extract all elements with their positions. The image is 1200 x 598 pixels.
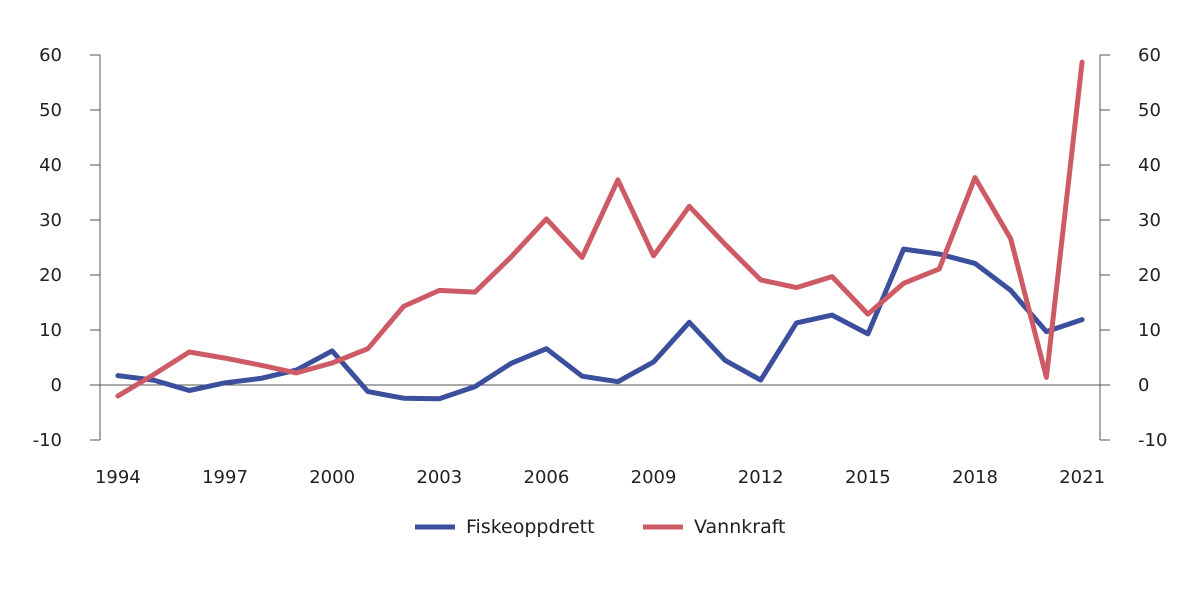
y-tick-label-left: 40: [39, 155, 62, 176]
series-line-fiskeoppdrett: [115, 246, 1085, 402]
series-line-vannkraft: [115, 59, 1085, 399]
legend: Fiskeoppdrett Vannkraft: [415, 516, 786, 538]
y-tick-label-right: 40: [1138, 155, 1161, 176]
y-tick-label-right: 10: [1138, 320, 1161, 341]
series-group: [115, 59, 1085, 402]
y-tick-label-left: 30: [39, 210, 62, 231]
x-tick-label: 2009: [631, 467, 677, 488]
legend-label-vannkraft: Vannkraft: [694, 516, 786, 538]
y-tick-label-right: 60: [1138, 45, 1161, 66]
y-tick-label-right: -10: [1138, 430, 1167, 451]
x-tick-label: 2006: [524, 467, 570, 488]
axes: -10 -10 0 0 10 10 20 20 30 30 40 40 50 50 60 60 1994 1997…: [33, 45, 1168, 488]
x-tick-label: 2015: [845, 467, 891, 488]
legend-label-fiskeoppdrett: Fiskeoppdrett: [466, 516, 595, 538]
y-tick-label-left: 10: [39, 320, 62, 341]
y-tick-label-right: 0: [1138, 375, 1149, 396]
x-tick-label: 1997: [202, 467, 248, 488]
x-tick-label: 2012: [738, 467, 784, 488]
y-tick-label-left: -10: [33, 430, 62, 451]
y-tick-label-right: 30: [1138, 210, 1161, 231]
y-tick-label-right: 50: [1138, 100, 1161, 121]
x-tick-label: 2021: [1059, 467, 1105, 488]
x-tick-label: 2003: [416, 467, 462, 488]
x-tick-label: 2000: [309, 467, 355, 488]
y-tick-label-left: 20: [39, 265, 62, 286]
y-tick-label-right: 20: [1138, 265, 1161, 286]
x-tick-label: 1994: [95, 467, 141, 488]
y-tick-label-left: 0: [51, 375, 62, 396]
y-tick-label-left: 50: [39, 100, 62, 121]
x-tick-label: 2018: [952, 467, 998, 488]
y-tick-label-left: 60: [39, 45, 62, 66]
